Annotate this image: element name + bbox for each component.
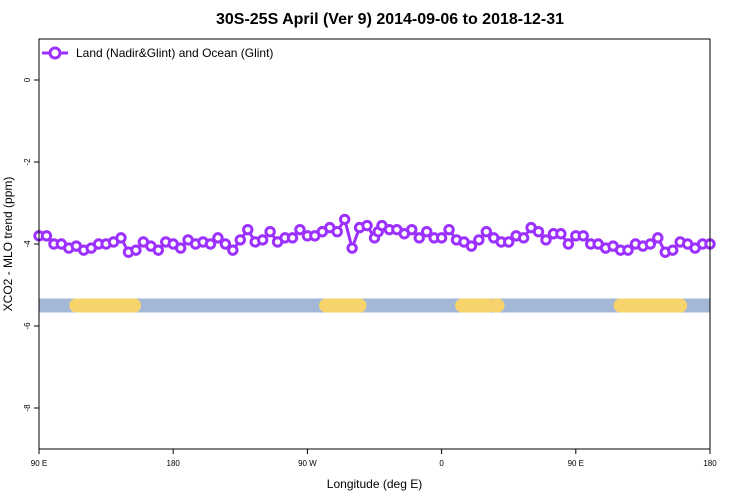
y-tick-label: 0 <box>23 77 32 82</box>
y-tick-label: -6 <box>23 322 32 330</box>
data-point <box>115 232 127 244</box>
data-point <box>286 232 299 244</box>
data-point <box>338 213 351 226</box>
data-point <box>219 238 232 250</box>
data-point <box>331 226 343 238</box>
data-point <box>622 244 634 256</box>
y-tick-label: -4 <box>23 240 32 248</box>
plot-area <box>33 213 716 313</box>
data-point <box>40 230 53 242</box>
data-point <box>503 236 515 248</box>
x-tick-label: 90 E <box>568 459 584 468</box>
data-point <box>555 228 567 240</box>
data-point <box>473 234 485 246</box>
data-point <box>644 238 657 250</box>
data-point <box>242 223 254 236</box>
data-point <box>212 232 224 244</box>
data-point <box>346 242 358 254</box>
data-point <box>361 219 373 232</box>
data-point <box>256 234 269 246</box>
legend-label: Land (Nadir&Glint) and Ocean (Glint) <box>76 46 273 60</box>
chart-title: 30S-25S April (Ver 9) 2014-09-06 to 2018… <box>216 11 564 28</box>
data-point <box>174 242 187 254</box>
legend: Land (Nadir&Glint) and Ocean (Glint) <box>42 46 273 60</box>
x-tick-label: 180 <box>703 459 717 468</box>
x-tick-label: 90 W <box>298 459 317 468</box>
y-tick-label: -2 <box>23 158 32 166</box>
data-point <box>562 238 575 250</box>
data-point <box>577 230 589 242</box>
data-point <box>540 234 552 246</box>
data-point <box>420 226 433 238</box>
data-point <box>480 226 493 238</box>
x-tick-label: 90 E <box>31 459 47 468</box>
data-point <box>652 232 664 244</box>
legend-marker <box>48 46 62 60</box>
data-point <box>204 238 217 250</box>
data-point <box>130 244 142 256</box>
x-tick-label: 0 <box>439 459 444 468</box>
data-point <box>227 244 239 256</box>
data-point <box>234 234 247 246</box>
data-point <box>264 226 276 238</box>
y-axis-label: XCO2 - MLO trend (ppm) <box>1 177 15 312</box>
data-point <box>294 223 306 236</box>
data-point <box>413 232 425 244</box>
data-point <box>517 232 530 244</box>
x-axis-label: Longitude (deg E) <box>327 477 422 491</box>
data-point <box>465 240 478 252</box>
x-tick-label: 180 <box>167 459 181 468</box>
data-point <box>406 223 418 236</box>
data-point <box>443 223 455 236</box>
data-point <box>532 226 545 238</box>
y-tick-label: -8 <box>23 404 32 412</box>
data-point <box>667 244 679 256</box>
data-point <box>152 244 164 256</box>
data-point <box>435 232 448 244</box>
